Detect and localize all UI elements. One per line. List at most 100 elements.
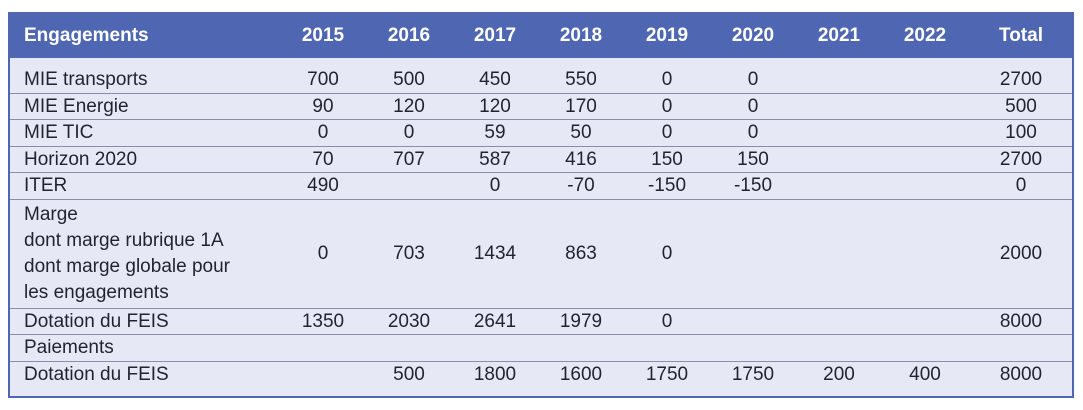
table-cell: 0 [280, 119, 366, 147]
table-cell: 0 [280, 199, 366, 309]
table-cell: 1434 [452, 199, 538, 309]
row-label: MIE transports [10, 67, 280, 94]
table-row-iter: ITER 490 0 -70 -150 -150 0 [10, 172, 1072, 200]
table-cell: 1750 [731, 363, 775, 385]
engagements-table: Engagements 2015 2016 2017 2018 2019 202… [10, 14, 1072, 387]
table-cell [366, 172, 452, 200]
row-label: ITER [10, 172, 280, 200]
table-cell-total: 8000 [999, 363, 1043, 385]
table-cell: 0 [624, 119, 710, 147]
row-label: Paiements [10, 334, 280, 362]
table-cell [796, 119, 882, 147]
table-cell: 1979 [538, 308, 624, 335]
table-cell: 490 [280, 172, 366, 200]
table-cell: 0 [624, 93, 710, 120]
table-cell: 120 [452, 93, 538, 120]
row-label-line: Marge [24, 203, 78, 225]
table-cell [280, 361, 366, 387]
table-cell [796, 146, 882, 173]
table-row-paiements: Paiements [10, 334, 1072, 362]
column-header-2018: 2018 [559, 25, 603, 46]
column-header-2022: 2022 [903, 25, 947, 46]
table-cell: 90 [280, 93, 366, 120]
table-cell: -150 [710, 172, 796, 200]
table-cell [882, 172, 968, 200]
table-cell: 0 [452, 172, 538, 200]
table-cell-total: 2700 [968, 146, 1072, 173]
table-row-dotation-feis-engagements: Dotation du FEIS 1350 2030 2641 1979 0 8… [10, 308, 1072, 335]
table-cell [796, 172, 882, 200]
table-cell: 59 [452, 119, 538, 147]
row-label: Dotation du FEIS [24, 363, 169, 385]
table-cell-total: 2000 [968, 199, 1072, 309]
table-cell: 0 [624, 199, 710, 309]
table-cell [538, 334, 624, 362]
table-cell [796, 199, 882, 309]
table-cell: 450 [452, 67, 538, 94]
table-cell [710, 308, 796, 335]
table-cell [452, 334, 538, 362]
table-cell: 550 [538, 67, 624, 94]
table-cell: 0 [710, 67, 796, 94]
table-cell-total: 100 [968, 119, 1072, 147]
table-cell: 2641 [452, 308, 538, 335]
table-cell [796, 308, 882, 335]
column-header-total: Total [999, 25, 1043, 46]
table-cell: 1750 [645, 363, 689, 385]
row-label: Dotation du FEIS [10, 308, 280, 335]
table-cell: 0 [624, 67, 710, 94]
table-cell: 70 [280, 146, 366, 173]
table-cell: 863 [538, 199, 624, 309]
table-cell: 1800 [473, 363, 517, 385]
column-header-2020: 2020 [731, 25, 775, 46]
table-cell: 707 [366, 146, 452, 173]
table-cell [882, 119, 968, 147]
table-cell [280, 334, 366, 362]
table-cell: 0 [710, 93, 796, 120]
table-cell: 500 [366, 67, 452, 94]
table-cell: 0 [366, 119, 452, 147]
table-cell: 120 [366, 93, 452, 120]
table-cell: 416 [538, 146, 624, 173]
table-cell: 200 [823, 363, 855, 385]
table-cell [710, 334, 796, 362]
header-spacer [10, 58, 1072, 67]
table-cell-total: 0 [968, 172, 1072, 200]
row-label-line: dont marge globale pour [24, 255, 230, 277]
table-cell-total [968, 334, 1072, 362]
table-row-marge: Marge dont marge rubrique 1A dont marge … [10, 199, 1072, 309]
column-header-2016: 2016 [387, 25, 431, 46]
table-cell [796, 334, 882, 362]
column-header-2019: 2019 [645, 25, 689, 46]
table-cell: 150 [710, 146, 796, 173]
table-cell: -70 [538, 172, 624, 200]
row-label: MIE Energie [10, 93, 280, 120]
table-cell: 0 [624, 308, 710, 335]
table-cell: 0 [710, 119, 796, 147]
table-cell: 1350 [280, 308, 366, 335]
table-row-horizon-2020: Horizon 2020 70 707 587 416 150 150 2700 [10, 146, 1072, 173]
table-row-dotation-feis-paiements: Dotation du FEIS 500 1800 1600 1750 1750… [10, 361, 1072, 387]
table-row-mie-tic: MIE TIC 0 0 59 50 0 0 100 [10, 119, 1072, 147]
table-cell: 500 [393, 363, 425, 385]
row-label: Marge dont marge rubrique 1A dont marge … [10, 199, 280, 309]
column-header-2017: 2017 [473, 25, 517, 46]
table-cell: 150 [624, 146, 710, 173]
table-cell: 50 [538, 119, 624, 147]
table-cell [882, 146, 968, 173]
table-cell [710, 199, 796, 309]
table-cell [796, 93, 882, 120]
table-cell: 400 [909, 363, 941, 385]
engagements-table-frame: Engagements 2015 2016 2017 2018 2019 202… [8, 12, 1074, 398]
table-cell [796, 67, 882, 94]
table-cell: 587 [452, 146, 538, 173]
table-cell [882, 93, 968, 120]
table-cell: 703 [366, 199, 452, 309]
row-label: Horizon 2020 [10, 146, 280, 173]
row-label-line: dont marge rubrique 1A [24, 229, 224, 251]
column-header-2021: 2021 [817, 25, 861, 46]
table-cell: 2030 [366, 308, 452, 335]
table-cell: -150 [624, 172, 710, 200]
table-cell-total: 500 [968, 93, 1072, 120]
table-cell [882, 67, 968, 94]
